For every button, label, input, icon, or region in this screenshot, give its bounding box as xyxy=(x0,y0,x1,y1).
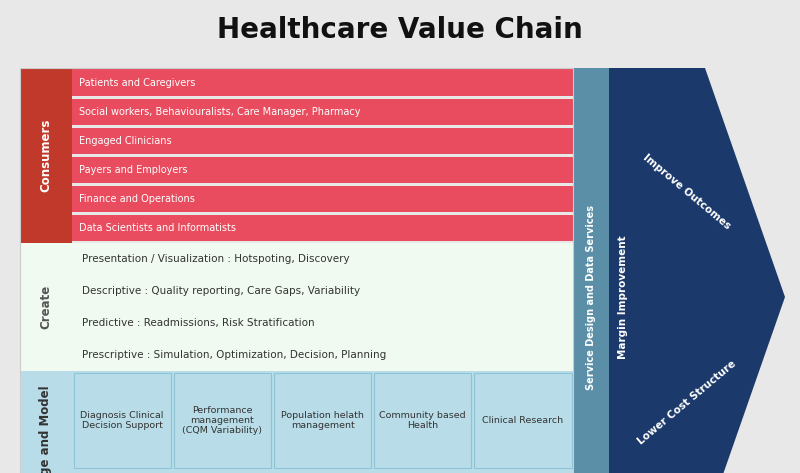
Bar xyxy=(174,373,271,468)
Text: Social workers, Behaviouralists, Care Manager, Pharmacy: Social workers, Behaviouralists, Care Ma… xyxy=(79,107,361,117)
Bar xyxy=(374,373,471,468)
Text: Lower Cost Structure: Lower Cost Structure xyxy=(636,359,738,447)
Bar xyxy=(20,68,72,243)
Text: Data Scientists and Informatists: Data Scientists and Informatists xyxy=(79,223,236,233)
Text: Create: Create xyxy=(39,285,53,329)
Text: Population helath
management: Population helath management xyxy=(281,411,364,430)
Bar xyxy=(72,128,573,154)
Text: Predictive : Readmissions, Risk Stratification: Predictive : Readmissions, Risk Stratifi… xyxy=(82,318,314,328)
Bar xyxy=(72,243,573,371)
Text: Finance and Operations: Finance and Operations xyxy=(79,194,195,204)
Bar xyxy=(72,70,573,96)
Text: Clinical Research: Clinical Research xyxy=(482,416,563,425)
Bar xyxy=(72,157,573,183)
Bar xyxy=(72,186,573,212)
Bar xyxy=(72,215,573,242)
Text: Descriptive : Quality reporting, Care Gaps, Variability: Descriptive : Quality reporting, Care Ga… xyxy=(82,286,360,296)
Bar xyxy=(20,68,573,473)
Text: Diagnosis Clinical
Decision Support: Diagnosis Clinical Decision Support xyxy=(81,411,164,430)
Text: Manage and Model: Manage and Model xyxy=(39,385,53,473)
Bar xyxy=(573,68,609,473)
Text: Margin Improvement: Margin Improvement xyxy=(618,235,628,359)
Text: Consumers: Consumers xyxy=(39,119,53,192)
Text: Presentation / Visualization : Hotspoting, Discovery: Presentation / Visualization : Hotspotin… xyxy=(82,254,350,264)
Text: Prescriptive : Simulation, Optimization, Decision, Planning: Prescriptive : Simulation, Optimization,… xyxy=(82,350,386,360)
Text: Community based
Health: Community based Health xyxy=(379,411,466,430)
Bar xyxy=(72,371,573,473)
Text: Payers and Employers: Payers and Employers xyxy=(79,165,187,175)
Text: Improve Outcomes: Improve Outcomes xyxy=(642,152,733,231)
Text: Engaged Clinicians: Engaged Clinicians xyxy=(79,136,172,146)
Text: Patients and Caregivers: Patients and Caregivers xyxy=(79,78,195,88)
Text: Performance
management
(CQM Variability): Performance management (CQM Variability) xyxy=(182,406,262,436)
Bar xyxy=(474,373,571,468)
Bar xyxy=(74,373,170,468)
Text: Healthcare Value Chain: Healthcare Value Chain xyxy=(217,16,583,44)
Bar xyxy=(72,99,573,125)
Polygon shape xyxy=(609,68,785,473)
Text: Service Design and Data Services: Service Design and Data Services xyxy=(586,204,596,389)
Bar xyxy=(274,373,371,468)
Bar xyxy=(20,371,72,473)
Bar xyxy=(20,243,72,371)
